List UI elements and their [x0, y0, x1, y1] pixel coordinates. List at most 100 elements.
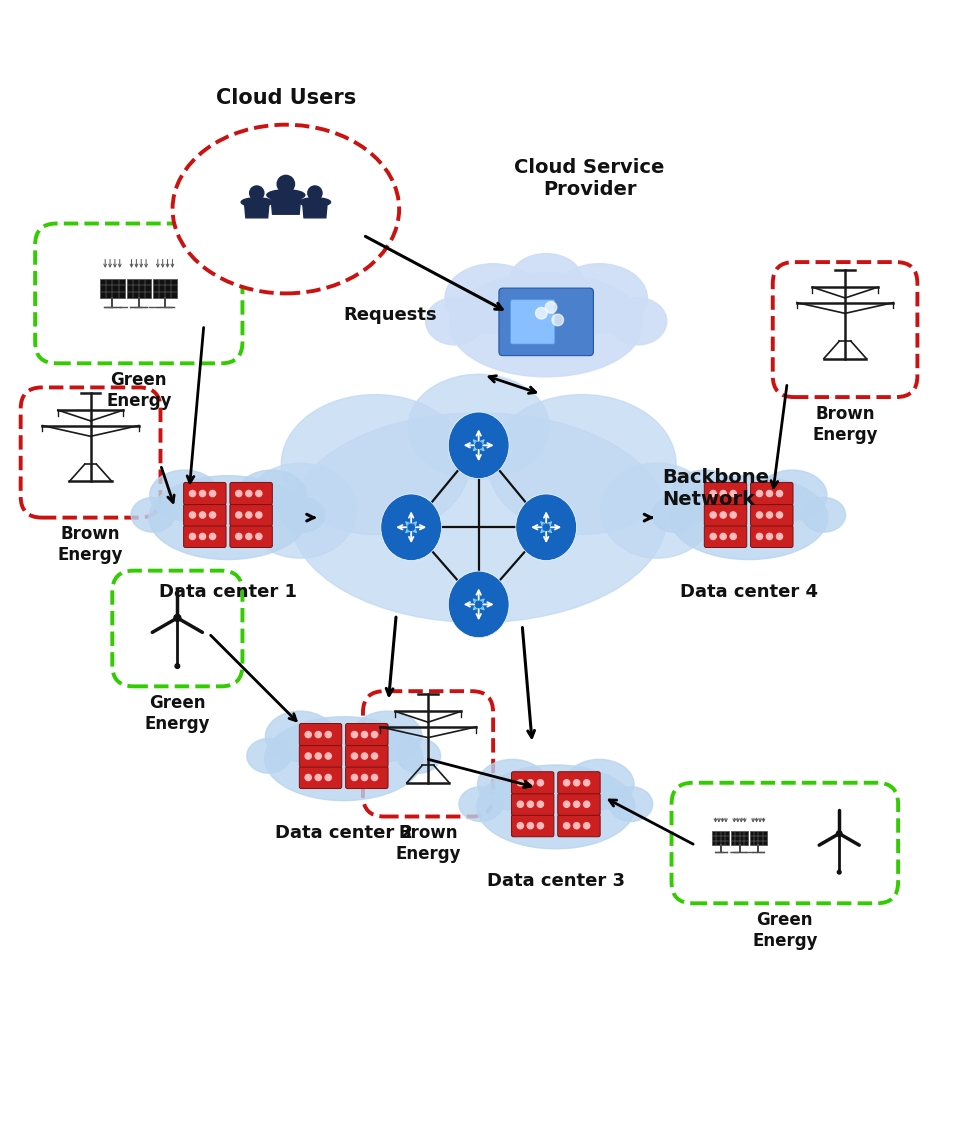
FancyBboxPatch shape: [112, 571, 243, 687]
FancyBboxPatch shape: [731, 831, 748, 845]
Circle shape: [210, 533, 216, 540]
Text: Data center 1: Data center 1: [159, 583, 297, 601]
Circle shape: [190, 533, 195, 540]
Circle shape: [552, 314, 564, 325]
Circle shape: [199, 490, 206, 497]
Text: Data center 3: Data center 3: [486, 873, 625, 891]
Circle shape: [325, 753, 332, 760]
FancyBboxPatch shape: [558, 772, 601, 794]
Ellipse shape: [241, 197, 273, 206]
Circle shape: [278, 175, 295, 193]
Ellipse shape: [425, 297, 484, 344]
Circle shape: [199, 512, 206, 518]
Ellipse shape: [515, 494, 576, 561]
Ellipse shape: [802, 497, 845, 532]
Polygon shape: [245, 201, 269, 218]
FancyBboxPatch shape: [300, 724, 341, 746]
Ellipse shape: [609, 297, 666, 344]
FancyBboxPatch shape: [127, 279, 151, 298]
Circle shape: [564, 801, 570, 808]
Ellipse shape: [381, 494, 442, 561]
FancyBboxPatch shape: [20, 387, 161, 517]
Circle shape: [536, 307, 547, 319]
Circle shape: [710, 512, 717, 518]
Circle shape: [315, 732, 321, 737]
Circle shape: [175, 664, 180, 669]
Circle shape: [545, 302, 557, 313]
Circle shape: [527, 822, 534, 829]
Circle shape: [517, 801, 523, 808]
Ellipse shape: [132, 497, 175, 532]
FancyBboxPatch shape: [750, 504, 793, 526]
Circle shape: [315, 753, 321, 760]
Ellipse shape: [281, 395, 469, 534]
Circle shape: [190, 512, 195, 518]
Ellipse shape: [551, 264, 648, 333]
Circle shape: [255, 490, 262, 497]
Ellipse shape: [267, 190, 305, 201]
Circle shape: [777, 490, 782, 497]
Ellipse shape: [670, 470, 740, 521]
Circle shape: [720, 533, 726, 540]
Circle shape: [756, 490, 763, 497]
Text: Brown
Energy: Brown Energy: [812, 405, 878, 443]
Circle shape: [730, 512, 736, 518]
Circle shape: [710, 533, 717, 540]
Text: Cloud Service
Provider: Cloud Service Provider: [514, 158, 664, 200]
Circle shape: [199, 533, 206, 540]
Text: Cloud Users: Cloud Users: [216, 88, 356, 108]
Ellipse shape: [150, 470, 220, 521]
Circle shape: [236, 512, 242, 518]
Ellipse shape: [281, 497, 325, 532]
Circle shape: [249, 186, 264, 200]
Polygon shape: [303, 201, 328, 218]
Ellipse shape: [450, 273, 643, 377]
Circle shape: [210, 490, 216, 497]
Circle shape: [306, 732, 311, 737]
Ellipse shape: [172, 125, 399, 294]
FancyBboxPatch shape: [230, 482, 273, 505]
Text: Requests: Requests: [343, 306, 437, 324]
Text: Green
Energy: Green Energy: [145, 695, 210, 733]
Text: Data center 2: Data center 2: [275, 825, 413, 843]
Text: Brown
Energy: Brown Energy: [396, 825, 461, 863]
Ellipse shape: [352, 711, 422, 762]
Circle shape: [573, 801, 580, 808]
Circle shape: [777, 533, 782, 540]
FancyBboxPatch shape: [345, 724, 388, 746]
FancyBboxPatch shape: [750, 482, 793, 505]
Text: Data center 4: Data center 4: [680, 583, 818, 601]
Ellipse shape: [300, 197, 331, 206]
Circle shape: [371, 774, 378, 781]
FancyBboxPatch shape: [773, 263, 918, 397]
Circle shape: [190, 490, 195, 497]
Ellipse shape: [244, 463, 357, 558]
FancyBboxPatch shape: [363, 691, 493, 817]
Circle shape: [538, 822, 543, 829]
Circle shape: [573, 822, 580, 829]
Circle shape: [767, 490, 773, 497]
Ellipse shape: [510, 254, 582, 305]
FancyBboxPatch shape: [345, 766, 388, 789]
Circle shape: [777, 512, 782, 518]
FancyBboxPatch shape: [750, 525, 793, 548]
Circle shape: [720, 512, 726, 518]
Circle shape: [730, 533, 736, 540]
Ellipse shape: [397, 738, 441, 773]
Ellipse shape: [609, 787, 653, 821]
Ellipse shape: [652, 497, 695, 532]
FancyBboxPatch shape: [345, 745, 388, 767]
Circle shape: [255, 533, 262, 540]
Circle shape: [371, 753, 378, 760]
FancyBboxPatch shape: [749, 831, 767, 845]
FancyBboxPatch shape: [512, 815, 554, 837]
FancyBboxPatch shape: [512, 793, 554, 816]
FancyBboxPatch shape: [300, 745, 341, 767]
Ellipse shape: [445, 264, 542, 333]
Ellipse shape: [247, 738, 290, 773]
FancyBboxPatch shape: [499, 288, 594, 356]
Circle shape: [756, 533, 763, 540]
FancyBboxPatch shape: [671, 783, 898, 903]
Circle shape: [720, 490, 726, 497]
Circle shape: [527, 801, 534, 808]
